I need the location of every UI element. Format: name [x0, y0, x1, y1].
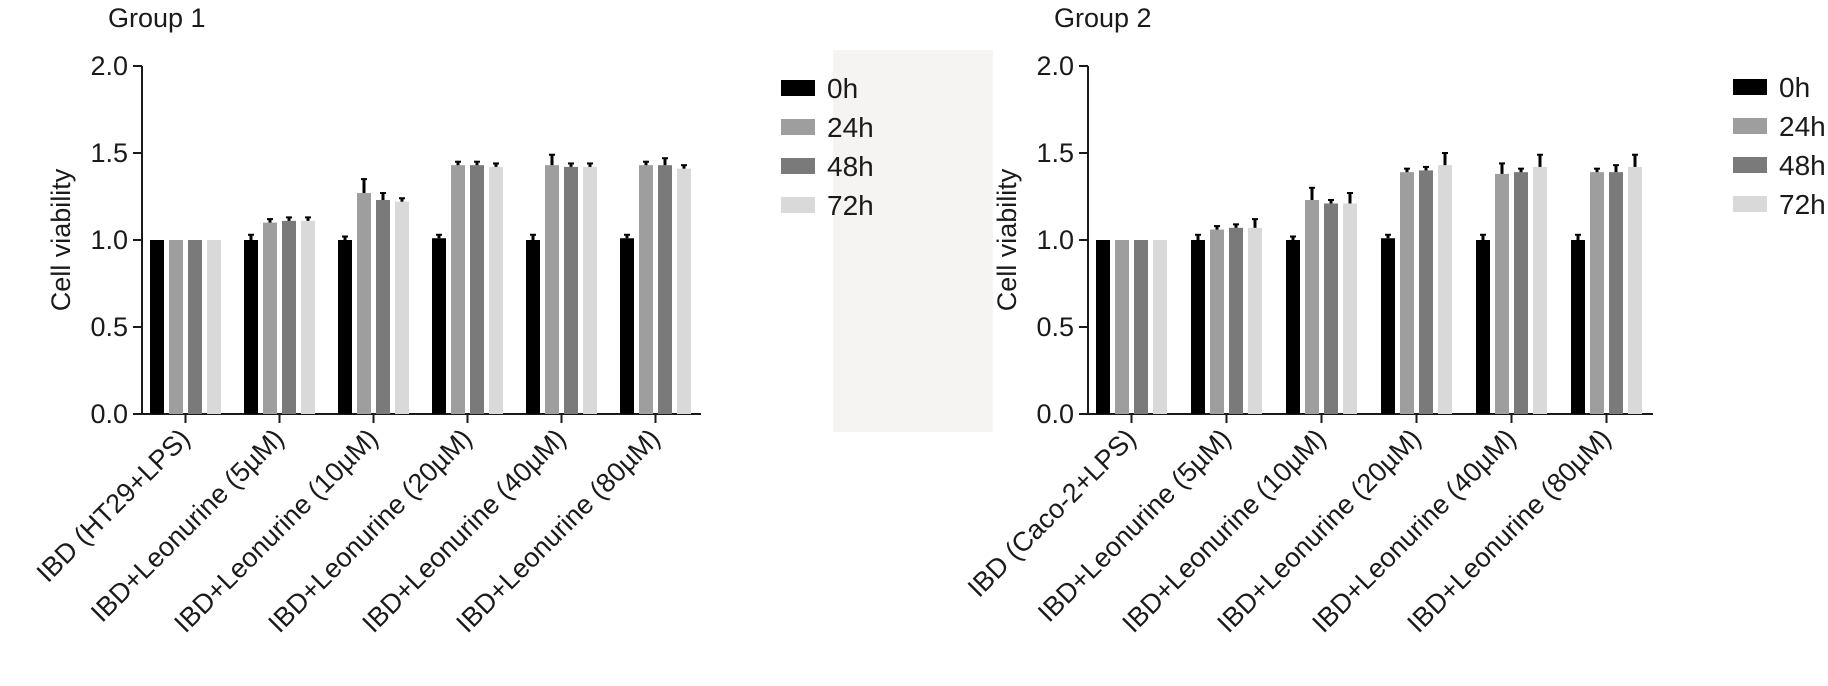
- y-tick-label: 1.5: [90, 138, 128, 168]
- bar: [1248, 227, 1262, 414]
- bar: [1476, 240, 1490, 414]
- bar: [1115, 240, 1129, 414]
- bar: [1609, 172, 1623, 414]
- bar: [1438, 165, 1452, 414]
- y-tick-label: 0.0: [90, 399, 128, 429]
- legend-swatch: [781, 158, 815, 174]
- legend-swatch: [781, 119, 815, 135]
- bar: [188, 240, 202, 414]
- legend-swatch: [1733, 118, 1767, 134]
- legend-label: 72h: [1779, 189, 1826, 220]
- bar: [639, 165, 653, 414]
- y-tick-label: 1.0: [1036, 225, 1074, 255]
- bar: [1324, 203, 1338, 414]
- y-tick-label: 0.5: [90, 312, 128, 342]
- x-tick-label: IBD+Leonurine (5µM): [1032, 423, 1237, 628]
- y-tick-label: 1.0: [90, 225, 128, 255]
- bar: [1153, 240, 1167, 414]
- y-tick-label: 2.0: [90, 51, 128, 81]
- bar: [1343, 203, 1357, 414]
- legend-label: 0h: [1779, 72, 1810, 103]
- legend-label: 24h: [827, 112, 874, 143]
- legend-swatch: [1733, 79, 1767, 95]
- bar: [376, 199, 390, 414]
- chart-group-2: Group 2 Cell viability 0.0 0.5 1.0 1.5 2.0 IBD …: [962, 3, 1826, 638]
- bar: [207, 240, 221, 414]
- bar: [1191, 240, 1205, 414]
- legend-swatch: [1733, 196, 1767, 212]
- bar: [1096, 240, 1110, 414]
- y-tick-label: 0.0: [1036, 399, 1074, 429]
- legend-label: 48h: [827, 151, 874, 182]
- bar: [1134, 240, 1148, 414]
- bar: [1590, 172, 1604, 414]
- bar: [432, 238, 446, 414]
- y-axis-label: Cell viability: [992, 168, 1022, 311]
- bar: [1229, 227, 1243, 414]
- bar: [1571, 240, 1585, 414]
- bar: [1305, 199, 1319, 414]
- bar: [357, 193, 371, 414]
- legend-label: 48h: [1779, 150, 1826, 181]
- chart-title: Group 1: [108, 3, 206, 33]
- x-tick-label: IBD (HT29+LPS): [31, 423, 196, 588]
- bar: [1419, 170, 1433, 414]
- legend-label: 72h: [827, 190, 874, 221]
- bar: [338, 240, 352, 414]
- bar: [1514, 172, 1528, 414]
- bar: [1210, 229, 1224, 414]
- bar: [282, 220, 296, 414]
- bar: [677, 168, 691, 414]
- legend-swatch: [781, 197, 815, 213]
- y-tick-label: 2.0: [1036, 51, 1074, 81]
- legend-label: 0h: [827, 73, 858, 104]
- bar: [470, 165, 484, 414]
- legend-label: 24h: [1779, 111, 1826, 142]
- chart-title: Group 2: [1054, 3, 1152, 33]
- bar: [150, 240, 164, 414]
- x-tick-label: IBD (Caco-2+LPS): [962, 423, 1142, 603]
- bar: [545, 165, 559, 414]
- y-tick-label: 1.5: [1036, 138, 1074, 168]
- legend-swatch: [781, 80, 815, 96]
- legend-swatch: [1733, 157, 1767, 173]
- bar: [301, 220, 315, 414]
- bar: [658, 165, 672, 414]
- panel-divider: [833, 50, 993, 432]
- y-tick-label: 0.5: [1036, 312, 1074, 342]
- bar: [526, 240, 540, 414]
- y-axis-label: Cell viability: [46, 168, 76, 311]
- bar: [263, 222, 277, 414]
- bar: [564, 166, 578, 414]
- bar: [451, 165, 465, 414]
- bar: [244, 240, 258, 414]
- bar: [1495, 173, 1509, 414]
- bar: [583, 166, 597, 414]
- bar: [489, 166, 503, 414]
- chart-group-1: Group 1 Cell viability 0.0 0.5 1.0 1.5 2.0 IBD …: [31, 3, 874, 638]
- bar: [1400, 172, 1414, 414]
- bar: [169, 240, 183, 414]
- bar: [620, 238, 634, 414]
- bar: [1286, 240, 1300, 414]
- bar: [395, 201, 409, 414]
- bar: [1381, 238, 1395, 414]
- bar: [1533, 166, 1547, 414]
- bar: [1628, 166, 1642, 414]
